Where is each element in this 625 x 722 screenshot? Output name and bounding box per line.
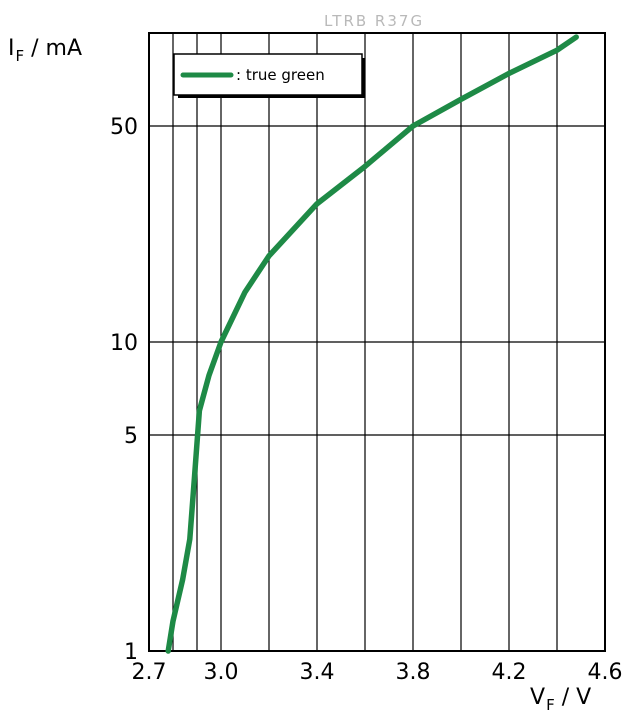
x-tick-label: 2.7 <box>132 660 167 685</box>
x-tick-label: 3.4 <box>300 660 335 685</box>
x-tick-label: 3.0 <box>204 660 239 685</box>
x-tick-label: 3.8 <box>396 660 431 685</box>
y-tick-label: 10 <box>110 331 138 356</box>
series-line <box>165 34 579 654</box>
x-axis-title-main: V <box>530 685 545 710</box>
x-axis-title: VF / V <box>530 685 591 714</box>
x-axis-title-sub: F <box>546 696 555 714</box>
y-axis-title-sub: F <box>16 47 25 65</box>
legend: : true green <box>173 53 365 98</box>
y-axis-title: IF / mA <box>8 36 82 65</box>
x-tick-label: 4.2 <box>492 660 527 685</box>
x-tick-labels: 2.7 3.0 3.4 3.8 4.2 4.6 <box>132 660 623 685</box>
x-axis-title-unit: / V <box>555 685 591 710</box>
y-tick-label: 50 <box>110 115 138 140</box>
grid <box>149 33 605 651</box>
x-tick-label: 4.6 <box>588 660 623 685</box>
header-label: LTRB R37G <box>324 12 424 30</box>
y-tick-label: 5 <box>124 424 138 449</box>
y-tick-label: 1 <box>124 640 138 665</box>
plot-frame <box>148 32 606 652</box>
y-axis-title-main: I <box>8 36 15 61</box>
y-axis-title-unit: / mA <box>24 36 82 61</box>
y-tick-labels: 1 5 10 50 <box>110 115 138 665</box>
legend-label: : true green <box>236 66 325 84</box>
curves <box>165 34 579 654</box>
